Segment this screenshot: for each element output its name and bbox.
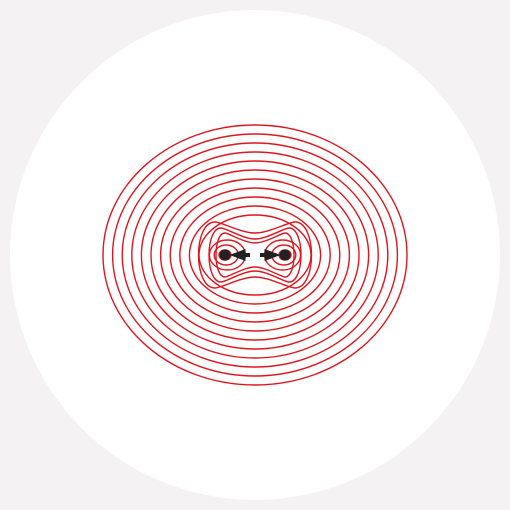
source-left bbox=[220, 250, 231, 261]
bar-right bbox=[260, 253, 266, 257]
gravitational-wave-diagram bbox=[0, 0, 510, 510]
disc-background bbox=[10, 10, 500, 500]
source-right bbox=[280, 250, 291, 261]
diagram-stage bbox=[0, 0, 510, 510]
bar-left bbox=[245, 253, 251, 257]
